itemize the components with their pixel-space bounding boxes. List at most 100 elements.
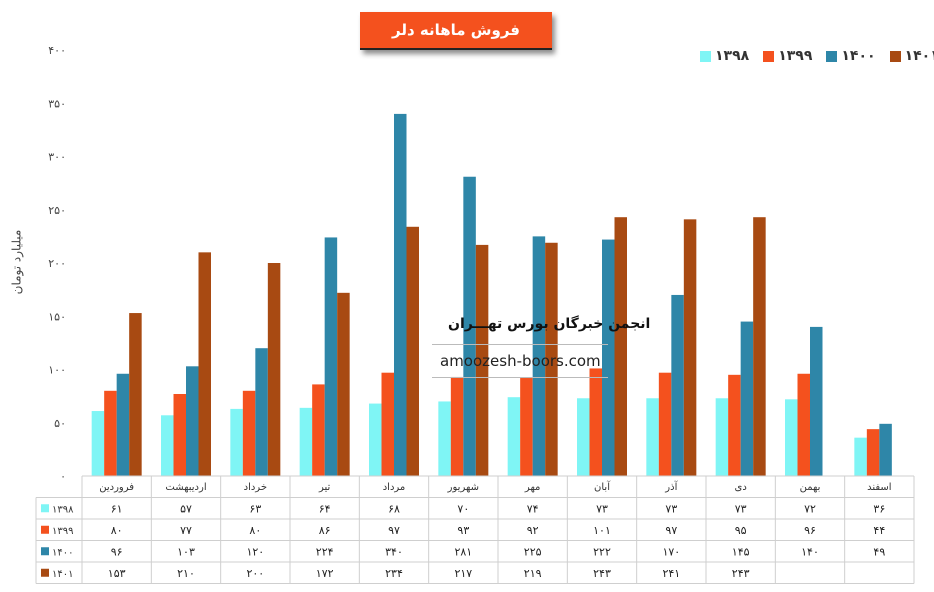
- y-tick-label: ۱۵۰: [48, 310, 66, 323]
- bar: [337, 292, 350, 476]
- category-label: بهمن: [800, 482, 821, 493]
- table-series-name: ۱۴۰۰: [52, 548, 73, 559]
- bar: [753, 217, 766, 476]
- bar: [267, 263, 281, 476]
- table-cell-value: ۹۷: [665, 524, 677, 537]
- table-cell-value: ۹۶: [111, 546, 123, 559]
- table-cell-value: ۴۹: [873, 546, 885, 559]
- table-cell-value: ۶۴: [319, 503, 331, 516]
- legend-label-1399: ۱۳۹۹: [778, 48, 813, 64]
- table-cell-value: ۱۲۰: [246, 546, 264, 559]
- bar: [866, 429, 880, 476]
- bar: [646, 398, 659, 476]
- bar: [810, 326, 823, 476]
- table-cell-value: ۷۳: [665, 503, 677, 516]
- table-cell-value: ۹۷: [388, 524, 400, 537]
- table-cell-value: ۶۳: [249, 503, 261, 516]
- bar: [671, 294, 684, 476]
- bar: [740, 321, 754, 476]
- bar: [475, 244, 489, 476]
- y-tick-label: ۲۵۰: [48, 204, 66, 217]
- bar: [785, 399, 798, 476]
- bar: [198, 252, 211, 476]
- bar: [879, 423, 892, 476]
- legend-label-1401: ۱۴۰۱: [904, 48, 934, 64]
- bar: [715, 398, 729, 476]
- table-cell-value: ۲۱۹: [524, 567, 542, 580]
- legend-swatch-1400: [826, 50, 838, 62]
- watermark-divider-bottom: [432, 377, 608, 378]
- bar: [683, 219, 697, 476]
- table-series-name: ۱۳۹۹: [52, 526, 73, 537]
- table-cell-value: ۷۳: [596, 503, 608, 516]
- category-label: دی: [735, 482, 747, 493]
- bar: [116, 373, 130, 476]
- y-tick-label: ۰: [60, 470, 66, 483]
- category-label: آبان: [594, 480, 611, 493]
- legend: ۱۳۹۸ ۱۳۹۹ ۱۴۰۰ ۱۴۰۱: [700, 46, 934, 66]
- table-cell-value: ۷۲: [804, 503, 816, 516]
- legend-label-1398: ۱۳۹۸: [715, 48, 750, 64]
- table-cell-value: ۲۴۳: [732, 567, 750, 580]
- watermark-title: انجمن خبرگان بورس تهـــران: [448, 316, 651, 332]
- table-cell-value: ۶۱: [111, 503, 123, 516]
- table-cell-value: ۹۳: [457, 524, 469, 537]
- table-series-name: ۱۳۹۸: [52, 505, 74, 516]
- category-label: خرداد: [244, 482, 267, 493]
- category-label: اردیبهشت: [165, 482, 206, 493]
- bar: [589, 368, 602, 476]
- legend-item-1398: ۱۳۹۸: [700, 48, 749, 64]
- table-cell-value: ۲۰۰: [246, 567, 264, 580]
- category-label: تیر: [318, 482, 331, 493]
- bar: [91, 411, 105, 476]
- table-series-name: ۱۴۰۱: [52, 569, 73, 580]
- bar: [463, 176, 476, 477]
- table-series-swatch: [41, 547, 49, 556]
- table-cell-value: ۲۱۷: [454, 567, 472, 580]
- table-cell-value: ۴۴: [873, 524, 885, 537]
- category-label: مرداد: [383, 482, 406, 493]
- bar: [545, 242, 558, 476]
- legend-swatch-1399: [763, 50, 775, 62]
- table-cell-value: ۲۱۰: [177, 567, 195, 580]
- table-cell-value: ۷۳: [735, 503, 747, 516]
- bar: [381, 372, 394, 476]
- table-series-swatch: [41, 525, 49, 534]
- bar: [161, 415, 174, 476]
- bar: [186, 366, 199, 476]
- table-cell-value: ۸۰: [111, 524, 123, 537]
- table-cell-value: ۲۳۴: [385, 567, 403, 580]
- y-tick-label: ۱۰۰: [48, 364, 66, 377]
- bar: [255, 348, 268, 476]
- table-cell-value: ۱۴۵: [732, 546, 750, 559]
- table-cell-value: ۲۲۵: [524, 546, 542, 559]
- table-series-swatch: [41, 504, 49, 513]
- bar: [230, 408, 243, 476]
- table-cell-value: ۹۶: [804, 524, 816, 537]
- bar: [854, 437, 867, 476]
- y-tick-label: ۵۰: [54, 417, 66, 430]
- y-tick-label: ۳۵۰: [48, 97, 66, 110]
- legend-swatch-1401: [889, 50, 901, 62]
- legend-swatch-1398: [700, 50, 711, 62]
- bar: [602, 239, 615, 476]
- table-cell-value: ۸۰: [249, 524, 261, 537]
- bar: [104, 390, 117, 476]
- category-label: شهریور: [447, 482, 479, 493]
- table-cell-value: ۱۰۱: [593, 524, 611, 537]
- legend-item-1400: ۱۴۰۰: [826, 48, 876, 64]
- bar: [507, 397, 521, 476]
- table-cell-value: ۵۷: [180, 503, 192, 516]
- y-axis-label: میلیارد تومان: [9, 229, 24, 295]
- bar: [173, 393, 186, 476]
- table-cell-value: ۶۸: [388, 503, 400, 516]
- category-label: فروردین: [99, 482, 134, 493]
- bar: [577, 398, 590, 476]
- table-cell-value: ۷۴: [527, 503, 539, 516]
- table-cell-value: ۸۶: [319, 524, 331, 537]
- table-cell-value: ۱۷۰: [662, 546, 680, 559]
- table-series-swatch: [41, 568, 49, 577]
- bar: [129, 313, 142, 476]
- legend-label-1400: ۱۴۰۰: [841, 48, 876, 64]
